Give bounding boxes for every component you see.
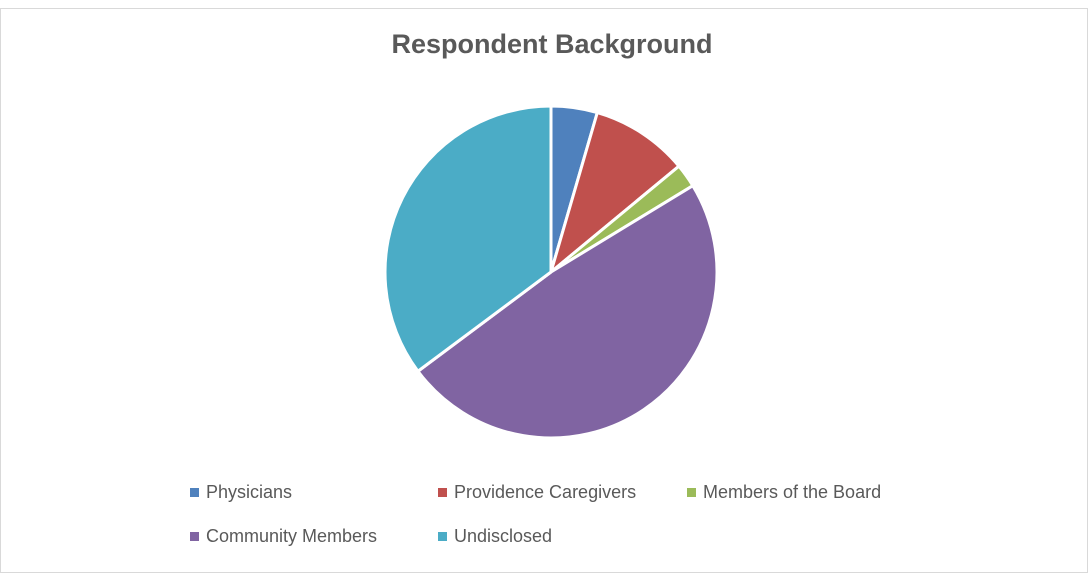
pie-slice-undisclosed: [383, 104, 553, 373]
legend-item-undisclosed: Undisclosed: [438, 526, 552, 547]
legend-swatch: [190, 532, 199, 541]
legend-label: Community Members: [206, 526, 378, 546]
legend-label: Members of the Board: [703, 482, 882, 502]
legend-item-physicians: Physicians: [190, 482, 292, 503]
pie-slice-community-members: [416, 184, 719, 440]
legend-swatch: [687, 488, 696, 497]
legend-item-members-of-the-board: Members of the Board: [687, 482, 881, 503]
legend-swatch: [438, 532, 447, 541]
chart-title: Respondent Background: [391, 29, 713, 59]
legend-label: Providence Caregivers: [454, 482, 637, 502]
legend-label: Undisclosed: [454, 526, 553, 546]
legend-label: Physicians: [206, 482, 293, 502]
legend-item-community-members: Community Members: [190, 526, 377, 547]
legend-swatch: [190, 488, 199, 497]
pie-slice-providence-caregivers: [549, 111, 681, 274]
legend-swatch: [438, 488, 447, 497]
legend-item-providence-caregivers: Providence Caregivers: [438, 482, 636, 503]
